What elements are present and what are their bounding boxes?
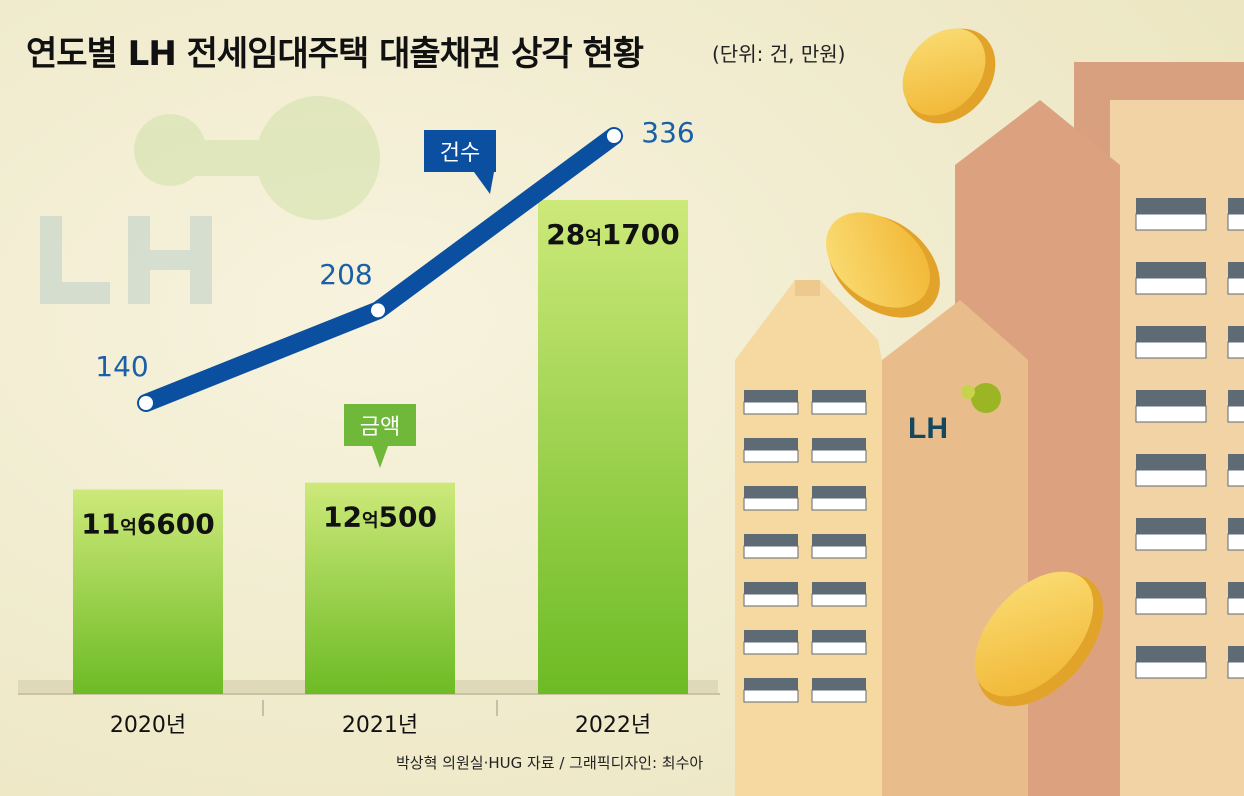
window xyxy=(1227,198,1244,231)
window xyxy=(1227,326,1244,359)
buildings-illustration: LH xyxy=(735,62,1244,796)
window xyxy=(743,534,799,559)
window xyxy=(743,630,799,655)
window xyxy=(1227,390,1244,423)
window xyxy=(1135,454,1207,487)
window xyxy=(1135,390,1207,423)
count-value-label: 336 xyxy=(641,116,694,149)
svg-text:건수: 건수 xyxy=(440,141,480,166)
window xyxy=(811,534,867,559)
window xyxy=(1227,262,1244,295)
count-point xyxy=(371,303,385,318)
window xyxy=(1227,518,1244,551)
x-tick-label: 2021년 xyxy=(342,713,418,738)
x-tick-label: 2020년 xyxy=(110,713,186,738)
window xyxy=(811,390,867,415)
building-lh xyxy=(882,300,1028,796)
lh-building-logo: LH xyxy=(908,383,1001,445)
lh-logo-text: LH xyxy=(908,412,948,445)
x-axis: 2020년 2021년 2022년 xyxy=(110,700,651,738)
window xyxy=(743,678,799,703)
amount-value-label: 11억6600 xyxy=(81,508,214,541)
chart-title: 연도별 LH 전세임대주택 대출채권 상각 현황 xyxy=(26,34,644,74)
line-layer xyxy=(137,127,623,412)
amount-bar xyxy=(73,489,223,694)
count-value-label: 208 xyxy=(319,258,372,291)
window xyxy=(1135,582,1207,615)
amount-bar xyxy=(305,482,455,694)
window xyxy=(1227,646,1244,679)
amount-bar xyxy=(538,200,688,694)
labels-layer: 11억6600 12억500 28억1700 140 208 336 xyxy=(81,116,694,541)
window xyxy=(811,486,867,511)
window xyxy=(1135,646,1207,679)
count-point xyxy=(607,129,621,143)
count-point xyxy=(139,396,153,410)
count-series-tag: 건수 xyxy=(424,130,496,194)
source-credit: 박상혁 의원실·HUG 자료 / 그래픽디자인: 최수아 xyxy=(396,754,704,772)
window xyxy=(811,582,867,607)
window xyxy=(1135,198,1207,231)
coin-bottom xyxy=(974,571,1104,707)
windows-right xyxy=(1135,198,1244,679)
windows-left xyxy=(743,390,867,703)
amount-value-label: 28억1700 xyxy=(546,218,679,251)
svg-text:금액: 금액 xyxy=(360,415,400,440)
x-tick-label: 2022년 xyxy=(575,713,651,738)
window xyxy=(1227,454,1244,487)
lh-watermark-logo xyxy=(40,96,380,304)
window xyxy=(811,438,867,463)
count-value-label: 140 xyxy=(95,350,148,383)
unit-label: (단위: 건, 만원) xyxy=(712,42,846,66)
amount-value-label: 12억500 xyxy=(323,501,437,534)
coin-middle xyxy=(826,212,940,318)
amount-series-tag: 금액 xyxy=(344,404,416,468)
bars-layer xyxy=(73,200,688,694)
window xyxy=(1135,518,1207,551)
window xyxy=(743,438,799,463)
coin-top xyxy=(902,28,996,124)
window xyxy=(811,678,867,703)
window xyxy=(1135,326,1207,359)
window xyxy=(1135,262,1207,295)
window xyxy=(1227,582,1244,615)
window xyxy=(743,582,799,607)
window xyxy=(743,390,799,415)
window xyxy=(811,630,867,655)
window xyxy=(743,486,799,511)
